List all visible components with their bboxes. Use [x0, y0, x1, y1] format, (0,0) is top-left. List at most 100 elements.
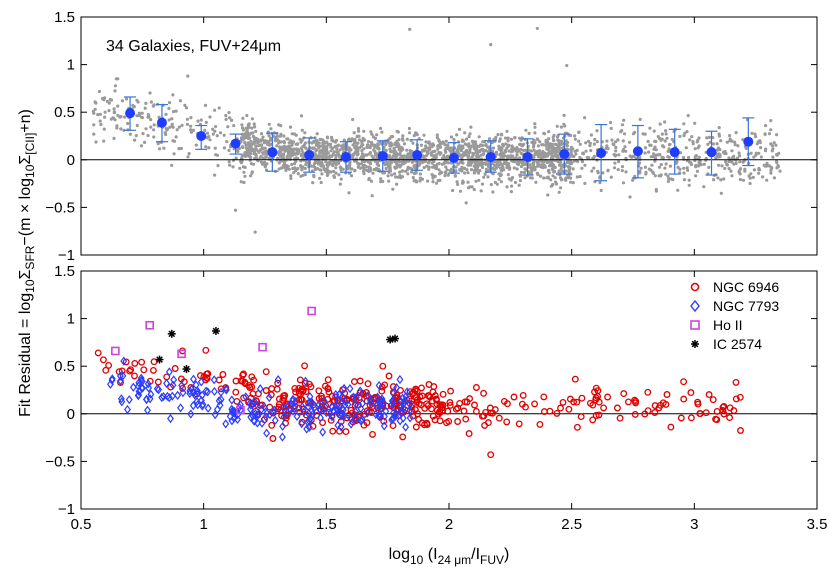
gray-point [501, 142, 505, 146]
gray-point [336, 144, 340, 148]
ngc7793-point [177, 403, 185, 413]
gray-point [325, 167, 329, 171]
gray-point [426, 151, 430, 155]
gray-point [203, 103, 208, 107]
gray-point [265, 162, 269, 166]
ngc6946-point [417, 401, 425, 409]
gray-point [116, 77, 120, 81]
ngc6946-point [726, 414, 734, 422]
gray-point [133, 138, 137, 142]
gray-point [167, 106, 171, 110]
median-point [669, 147, 680, 158]
gray-point [437, 168, 441, 172]
ngc7793-point [351, 414, 359, 424]
gray-point [486, 175, 490, 179]
gray-point [387, 179, 391, 183]
gray-point [422, 166, 426, 170]
ngc7793-point [169, 380, 177, 390]
gray-point [321, 152, 325, 156]
ngc7793-point [388, 396, 396, 406]
gray-point [279, 140, 283, 144]
gray-point [624, 149, 628, 153]
gray-point [140, 111, 144, 115]
ngc7793-point [292, 396, 299, 407]
gray-point [263, 139, 267, 143]
ngc6946-point [249, 390, 257, 398]
gray-point [137, 111, 141, 115]
gray-point [258, 156, 262, 160]
ngc7793-point [320, 396, 328, 406]
gray-point [384, 142, 388, 147]
ngc7793-point [125, 395, 133, 405]
gray-point [493, 168, 497, 172]
gray-point [751, 175, 755, 179]
gray-point [529, 171, 534, 175]
ngc6946-point [240, 394, 248, 402]
gray-point [264, 150, 268, 154]
gray-point [658, 122, 662, 126]
ngc6946-point [495, 414, 503, 422]
bottom-panel: −1−0.500.511.5 0.5 1 1.5 2 2.5 3 3.5 NGC 6946N… [45, 263, 827, 567]
gray-point [422, 133, 426, 137]
gray-point [470, 139, 474, 143]
gray-point [335, 150, 339, 154]
gray-point [702, 185, 706, 189]
gray-point [285, 155, 289, 159]
ngc7793-point [252, 399, 260, 409]
gray-point [102, 127, 106, 131]
y-tick-label: −1 [58, 501, 75, 518]
gray-point [241, 116, 245, 120]
ngc6946-point [363, 419, 371, 427]
gray-point [269, 127, 273, 131]
gray-point [339, 177, 343, 181]
gray-point [532, 138, 536, 142]
gray-point [719, 178, 723, 182]
gray-point [504, 142, 508, 146]
gray-point [290, 162, 294, 167]
ngc7793-point [168, 391, 176, 401]
ngc7793-point [328, 401, 336, 412]
gray-point [732, 162, 736, 166]
gray-point [647, 150, 651, 154]
ngc7793-point [230, 413, 238, 423]
gray-point [252, 140, 256, 145]
ngc7793-point [193, 386, 201, 396]
gray-point [569, 133, 573, 138]
ngc6946-point [624, 398, 632, 406]
gray-point [216, 164, 220, 168]
ngc6946-point [393, 391, 401, 399]
ngc6946-point [202, 346, 210, 354]
ngc6946-point [315, 387, 323, 395]
gray-point [429, 153, 434, 157]
gray-point [477, 135, 481, 139]
gray-point [170, 117, 174, 121]
gray-point [301, 151, 305, 155]
gray-point [369, 130, 373, 134]
ngc6946-point [324, 376, 332, 384]
gray-point [313, 165, 317, 169]
gray-point [215, 134, 219, 138]
gray-point [386, 174, 390, 178]
gray-point [528, 176, 533, 180]
ngc7793-point [202, 386, 210, 396]
gray-point [527, 131, 531, 135]
gray-point [682, 134, 686, 138]
median-point [156, 117, 167, 128]
gray-point [532, 168, 537, 172]
asterisk-stroke [391, 335, 399, 342]
gray-point [469, 168, 474, 172]
gray-point [631, 132, 636, 136]
gray-point [275, 144, 279, 148]
gray-point [430, 145, 434, 149]
gray-point [702, 162, 706, 166]
gray-point [393, 172, 397, 176]
ngc7793-point [210, 386, 218, 397]
gray-point [213, 146, 217, 150]
gray-point [471, 153, 475, 157]
gray-point [651, 171, 656, 175]
gray-point [741, 178, 746, 182]
ngc6946-point [321, 382, 329, 390]
gray-point [282, 156, 286, 160]
ngc6946-point [589, 416, 597, 424]
gray-point [613, 161, 617, 165]
